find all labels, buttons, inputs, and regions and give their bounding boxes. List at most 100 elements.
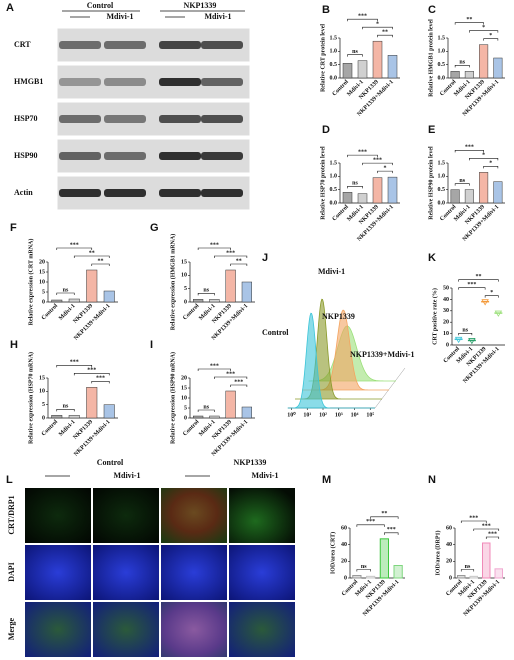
sig-bracket: [56, 409, 75, 412]
sig-bracket: [469, 30, 499, 33]
y-tick-label: 0.5: [438, 62, 446, 68]
sig-bracket: [356, 524, 385, 527]
blot-band: [104, 78, 146, 86]
blot-band: [159, 78, 201, 86]
x-tick-label: 10²: [319, 412, 327, 418]
blot-band: [59, 41, 101, 49]
bar: [342, 63, 353, 79]
sig-label: ns: [352, 181, 358, 187]
y-axis-label: Relative HMGB1 protein level: [428, 19, 434, 97]
x-tick-label: 10¹: [303, 412, 311, 418]
sig-label: *: [489, 161, 492, 167]
sig-label: ***: [465, 145, 474, 151]
blot-band: [59, 152, 101, 160]
bar: [366, 575, 376, 579]
panel-letter: L: [6, 474, 13, 486]
sig-label: **: [89, 250, 95, 256]
bar: [193, 299, 204, 303]
sig-bracket: [197, 368, 231, 371]
sig-bracket: [454, 183, 470, 186]
y-tick-label: 0.0: [438, 75, 446, 81]
bar: [494, 568, 503, 579]
sig-bracket: [484, 295, 499, 298]
panel-letter: A: [6, 2, 14, 14]
y-tick-label: 15: [39, 375, 45, 381]
bar: [51, 299, 63, 303]
depth-axis: [374, 367, 406, 409]
y-tick-label: 0: [449, 575, 452, 581]
sig-label: ns: [63, 287, 69, 293]
sig-bracket: [362, 26, 393, 30]
y-tick-label: 0: [42, 299, 45, 305]
blot-panel: CRT HMGB1 HSP70 HSP90 Actin: [14, 27, 251, 211]
row-label: DAPI: [7, 562, 16, 582]
sig-bracket: [197, 247, 231, 250]
bar: [51, 415, 63, 419]
sig-label: ***: [467, 282, 476, 288]
sig-bracket: [56, 247, 93, 250]
y-tick-label: 0.5: [330, 187, 338, 193]
bar: [493, 181, 503, 204]
y-tick-label: 5: [42, 402, 45, 408]
bar: [342, 192, 353, 204]
y-axis-label: Relative HSP90 protein level: [428, 146, 434, 220]
histogram-curve: [287, 312, 375, 409]
panel-letter: D: [322, 124, 330, 136]
sig-bracket: [230, 384, 248, 387]
bar: [479, 172, 489, 204]
y-axis-label: CRT positive rate (%): [431, 288, 438, 345]
bar: [86, 387, 98, 419]
sig-label: ns: [465, 564, 471, 570]
y-tick-label: 60: [446, 525, 452, 531]
series-label: NKP1339: [322, 312, 355, 321]
blot-band: [159, 41, 201, 49]
blot-band: [104, 115, 146, 123]
y-tick-label: 0.0: [438, 200, 446, 206]
y-tick-label: 20: [443, 320, 449, 326]
sig-bracket: [377, 34, 393, 38]
sig-label: *: [490, 290, 493, 296]
sig-bracket: [454, 65, 470, 68]
micro-image: [93, 545, 159, 600]
blot-band: [159, 152, 201, 160]
dot-marker: [494, 310, 503, 317]
sig-bracket: [91, 381, 110, 384]
y-tick-label: 1.0: [438, 174, 446, 180]
sig-bracket: [356, 569, 371, 572]
y-tick-label: 1.0: [330, 49, 338, 55]
bar: [464, 71, 474, 79]
sig-label: *: [376, 22, 379, 28]
sig-bracket: [214, 255, 248, 258]
sig-label: **: [382, 30, 388, 36]
micro-image: [93, 488, 159, 543]
sig-bracket: [458, 333, 473, 336]
micro-image: [161, 602, 227, 657]
blot-band: [159, 115, 201, 123]
bar: [103, 404, 115, 419]
sig-bracket: [347, 54, 363, 57]
group-label: NKP1339: [184, 1, 217, 10]
sig-label: ***: [488, 531, 497, 537]
y-axis-label: Relative expression (CRT mRNA): [27, 239, 34, 326]
panel-letter: I: [150, 339, 153, 351]
y-tick-label: 10: [181, 273, 187, 279]
sig-label: ***: [70, 242, 79, 248]
bar: [225, 390, 236, 419]
sig-bracket: [460, 520, 487, 523]
group-label: Control: [87, 1, 114, 10]
y-tick-label: 20: [181, 375, 187, 381]
sig-label: ns: [459, 178, 465, 184]
sig-bracket: [458, 287, 486, 290]
y-axis-label: Relative expression (HSP90 mRNA): [169, 352, 176, 444]
sig-bracket: [377, 170, 393, 174]
y-tick-label: 0: [184, 299, 187, 305]
bar: [241, 281, 252, 303]
y-tick-label: 60: [341, 525, 347, 531]
sig-bracket: [197, 293, 215, 296]
panel-letter: B: [322, 4, 330, 16]
y-tick-label: 20: [446, 559, 452, 565]
sig-bracket: [460, 569, 475, 572]
x-tick-label: Control: [41, 303, 60, 322]
dot-marker: [481, 299, 489, 306]
